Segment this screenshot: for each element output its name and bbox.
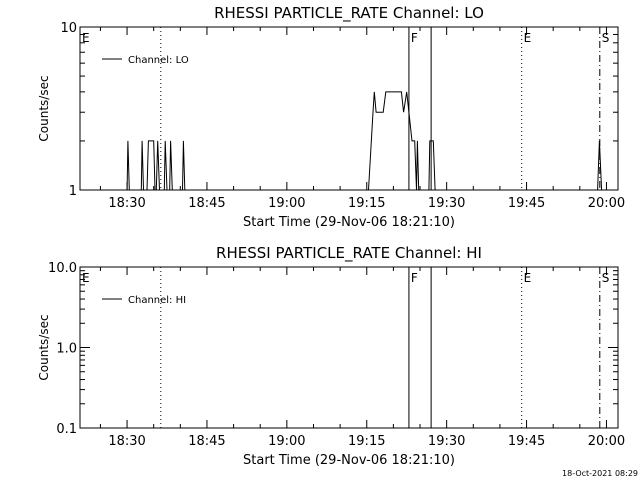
- x-tick-label: 20:00: [588, 196, 625, 211]
- y-tick-label: 10.0: [48, 261, 77, 276]
- x-tick-label: 19:00: [268, 434, 305, 449]
- y-tick-label: 1: [69, 184, 77, 199]
- event-marker-label: F: [411, 31, 418, 45]
- x-axis-label: Start Time (29-Nov-06 18:21:10): [243, 453, 455, 468]
- y-tick-label: 0.1: [56, 422, 77, 437]
- y-axis-label: Counts/sec: [37, 314, 51, 380]
- event-marker-label: E: [524, 31, 532, 45]
- chart-title: RHESSI PARTICLE_RATE Channel: HI: [216, 244, 482, 263]
- chart-panel-0: RHESSI PARTICLE_RATE Channel: LO Start Ti…: [37, 4, 625, 230]
- legend-label: Channel: LO: [128, 55, 189, 66]
- event-marker-label: S: [602, 271, 610, 285]
- chart-panel-1: RHESSI PARTICLE_RATE Channel: HI Start Ti…: [37, 244, 625, 468]
- y-tick-label: 1.0: [56, 342, 77, 357]
- x-tick-label: 19:45: [508, 434, 545, 449]
- x-tick-label: 19:30: [428, 434, 465, 449]
- x-tick-label: 18:30: [108, 434, 145, 449]
- x-tick-label: 20:00: [588, 434, 625, 449]
- x-tick-label: 18:30: [108, 196, 145, 211]
- event-marker-label: E: [524, 271, 532, 285]
- x-tick-label: 19:15: [348, 434, 385, 449]
- x-tick-label: 19:00: [268, 196, 305, 211]
- x-tick-label: 19:30: [428, 196, 465, 211]
- event-marker-label: E: [82, 271, 90, 285]
- y-axis-label: Counts/sec: [37, 75, 51, 141]
- event-marker-label: E: [82, 31, 90, 45]
- footer-date: 18-Oct-2021 08:29: [562, 469, 638, 478]
- x-tick-label: 19:45: [508, 196, 545, 211]
- y-tick-label: 10: [60, 21, 77, 36]
- event-marker-label: S: [602, 31, 610, 45]
- chart-title: RHESSI PARTICLE_RATE Channel: LO: [214, 4, 484, 23]
- x-axis-label: Start Time (29-Nov-06 18:21:10): [243, 215, 455, 230]
- legend-label: Channel: HI: [128, 295, 186, 306]
- series-line: [126, 91, 603, 191]
- event-marker-label: F: [411, 271, 418, 285]
- x-tick-label: 18:45: [188, 434, 225, 449]
- x-tick-label: 18:45: [188, 196, 225, 211]
- x-tick-label: 19:15: [348, 196, 385, 211]
